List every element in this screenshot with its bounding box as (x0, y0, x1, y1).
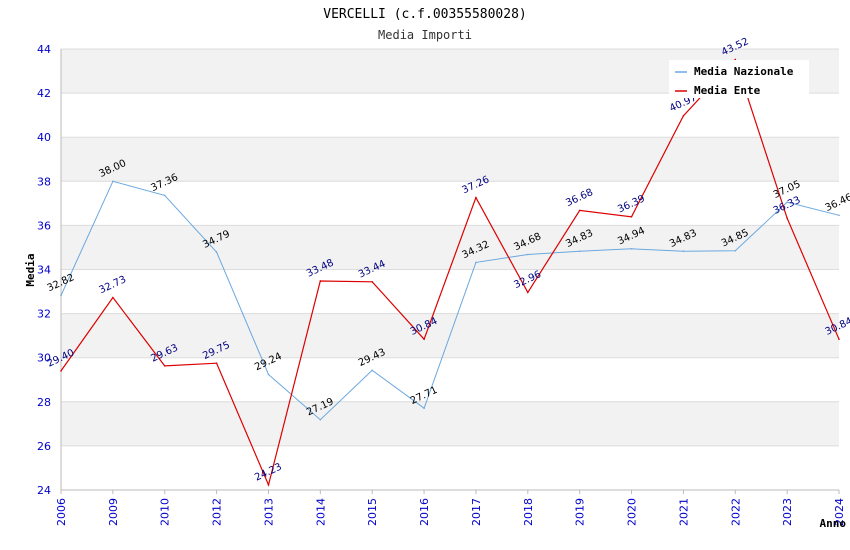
y-tick-label: 36 (37, 219, 51, 232)
x-tick-label: 2009 (107, 498, 120, 526)
legend-label-media-ente: Media Ente (694, 84, 761, 97)
x-tick-label: 2016 (418, 498, 431, 526)
data-point-media-nazionale (163, 194, 166, 197)
y-tick-label: 38 (37, 175, 51, 188)
y-tick-label: 44 (37, 43, 51, 56)
data-point-media-nazionale (215, 251, 218, 253)
data-point-media-ente (267, 484, 270, 486)
data-point-media-ente (215, 362, 218, 365)
data-point-media-nazionale (475, 261, 477, 264)
band-34 (61, 225, 839, 270)
data-point-media-ente (163, 365, 166, 367)
data-point-media-ente (630, 216, 633, 218)
x-tick-label: 2019 (574, 498, 587, 526)
data-point-media-ente (578, 209, 581, 212)
plot-bands (61, 49, 839, 446)
y-tick-label: 30 (37, 352, 51, 365)
legend: Media Nazionale Media Ente (669, 60, 809, 98)
data-point-media-nazionale (734, 249, 737, 252)
y-tick-label: 40 (37, 131, 51, 144)
y-tick-label: 32 (37, 308, 51, 321)
band-26 (61, 401, 839, 446)
data-point-media-ente (371, 281, 374, 283)
x-tick-label: 2024 (833, 498, 846, 526)
x-tick-label: 2006 (55, 498, 68, 526)
data-point-media-ente (60, 370, 62, 372)
legend-label-media-nazionale: Media Nazionale (694, 65, 794, 78)
x-tick-label: 2012 (211, 498, 224, 526)
data-point-media-ente (423, 338, 425, 340)
x-tick-label: 2017 (470, 498, 483, 526)
x-tick-label: 2010 (159, 498, 172, 526)
data-point-media-ente (112, 296, 114, 299)
data-point-media-nazionale (630, 247, 633, 250)
data-point-media-ente (527, 291, 529, 294)
data-label-media-ente: 24.23 (253, 462, 284, 484)
y-tick-labels: 24 26 28 30 32 34 36 38 40 42 44 (37, 43, 51, 497)
data-point-media-ente (786, 217, 788, 219)
x-tick-label: 2023 (781, 498, 794, 526)
x-tick-label: 2020 (626, 498, 639, 526)
x-tick-label: 2021 (677, 498, 690, 526)
y-tick-label: 42 (37, 87, 51, 100)
data-point-media-nazionale (527, 253, 529, 256)
legend-box (669, 60, 809, 98)
data-point-media-nazionale (60, 294, 62, 297)
data-point-media-nazionale (371, 369, 374, 372)
data-point-media-ente (475, 196, 477, 199)
data-label-media-ente: 36.68 (564, 187, 595, 209)
band-38 (61, 137, 839, 182)
data-point-media-nazionale (578, 250, 581, 252)
data-point-media-ente (838, 338, 840, 340)
data-label-media-nazionale: 36.46 (824, 192, 850, 214)
y-axis-label: Media (24, 253, 37, 286)
x-tick-label: 2015 (366, 498, 379, 526)
series-line-media-nazionale (60, 180, 840, 421)
gridlines (61, 48, 839, 491)
data-point-media-nazionale (786, 201, 788, 204)
data-point-media-nazionale (112, 180, 114, 183)
y-tick-label: 28 (37, 396, 51, 409)
data-point-media-nazionale (682, 250, 685, 252)
x-tick-label: 2014 (314, 498, 327, 526)
x-tick-label: 2018 (522, 498, 535, 526)
data-point-media-nazionale (838, 214, 840, 217)
chart-title: VERCELLI (c.f.00355580028) (323, 7, 527, 22)
data-label-media-ente: 36.39 (616, 193, 647, 215)
x-axis-label: Anno (820, 517, 847, 530)
chart-subtitle: Media Importi (378, 28, 472, 42)
axes (60, 49, 839, 491)
x-tick-label: 2013 (262, 498, 275, 526)
data-label-media-ente: 32.73 (97, 274, 128, 296)
data-point-media-ente (734, 58, 737, 61)
y-tick-label: 34 (37, 264, 51, 277)
data-point-media-ente (319, 280, 322, 282)
data-point-media-ente (682, 115, 685, 117)
x-tick-labels: 2006 2009 2010 2012 2013 2014 2015 2016 2017 2018… (55, 490, 846, 526)
x-tick-label: 2022 (729, 498, 742, 526)
data-point-media-nazionale (267, 373, 270, 376)
data-point-media-nazionale (423, 407, 425, 409)
y-tick-label: 26 (37, 440, 51, 453)
data-point-media-nazionale (319, 418, 322, 421)
y-tick-label: 24 (37, 484, 51, 497)
